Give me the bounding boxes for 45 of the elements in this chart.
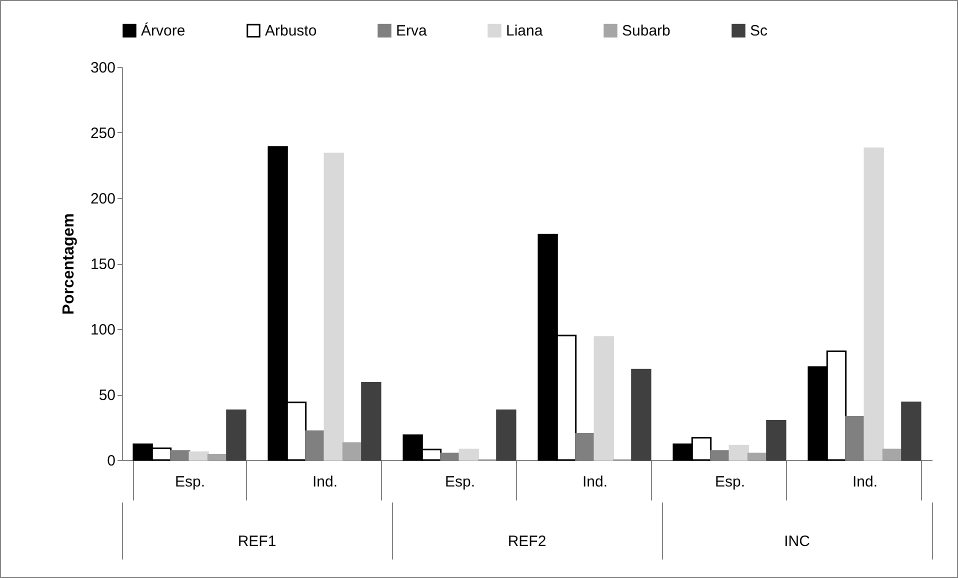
x-tick-label: Ind. (582, 474, 608, 490)
x-tick-label: Esp. (174, 474, 206, 490)
y-tick-label: 250 (90, 125, 116, 142)
bar (766, 420, 786, 461)
bar (496, 409, 516, 461)
bar (747, 452, 768, 461)
bar (594, 336, 614, 461)
y-tick-label: 200 (90, 190, 116, 208)
bar (305, 430, 326, 461)
bar (170, 450, 190, 461)
bar (710, 450, 730, 461)
legend-label: Liana (506, 22, 544, 40)
x-tick-label: Esp. (714, 474, 746, 490)
y-tick-label: 300 (90, 60, 116, 76)
bar (882, 448, 903, 461)
bar (728, 444, 749, 461)
bar (207, 454, 228, 461)
bar (458, 448, 479, 461)
bar (440, 452, 460, 461)
bar (361, 382, 382, 461)
y-tick-label: 150 (90, 256, 116, 273)
y-axis-title: Porcentagem (60, 213, 78, 315)
bar (631, 368, 652, 461)
bar (845, 416, 866, 461)
bar (226, 409, 246, 461)
text: INC (784, 533, 810, 550)
y-tick-label: 0 (107, 452, 116, 470)
legend-label: Sc (750, 22, 768, 40)
bar (575, 433, 596, 461)
y-tick-label: 50 (98, 387, 116, 404)
legend-label: Árvore (141, 22, 186, 40)
y-tick-label: 100 (90, 322, 116, 338)
bar (864, 147, 884, 461)
x-tick-label: Ind. (312, 474, 338, 490)
legend-label: Erva (396, 22, 428, 40)
x-tick-label: Esp. (444, 474, 476, 490)
x-tick-label: Ind. (852, 474, 878, 490)
bar (342, 442, 363, 461)
text: REF2 (508, 533, 546, 550)
legend-label: Arbusto (265, 22, 317, 40)
bar (324, 152, 344, 461)
bar (188, 451, 209, 461)
legend-label: Subarb (622, 22, 670, 40)
text: REF1 (238, 533, 276, 550)
bar (901, 402, 922, 461)
